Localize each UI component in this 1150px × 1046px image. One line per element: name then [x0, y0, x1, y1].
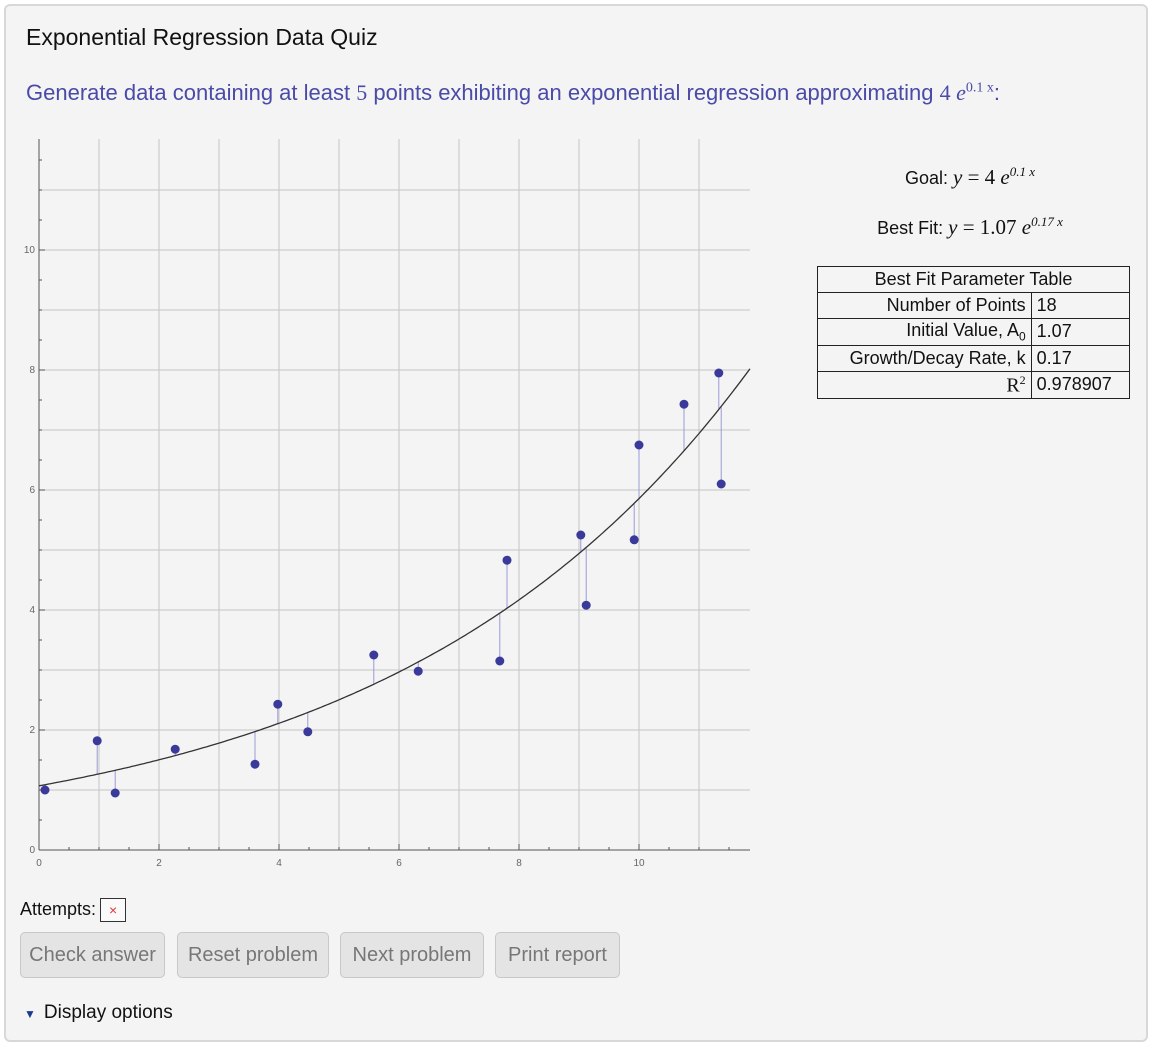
reset-problem-button[interactable]: Reset problem	[177, 932, 329, 978]
y-tick-label: 10	[24, 245, 36, 256]
row-label-sub: 0	[1018, 329, 1026, 344]
y-tick-label: 2	[29, 725, 35, 736]
best-fit-equation: Best Fit: y = 1.07 e0.17 x	[820, 214, 1120, 240]
data-point[interactable]	[576, 530, 586, 540]
data-point[interactable]	[634, 440, 644, 450]
best-fit-curve	[38, 368, 751, 787]
row-label: Initial Value, A0	[817, 318, 1032, 346]
goal-equation: Goal: y = 4 e0.1 x	[820, 164, 1120, 190]
table-row: Initial Value, A0 1.07	[817, 318, 1131, 346]
y-tick-label: 8	[29, 365, 35, 376]
goal-base: e	[1000, 165, 1010, 189]
row-label: Number of Points	[817, 292, 1032, 319]
goal-label: Goal:	[904, 168, 948, 188]
best-fit-lhs: y	[948, 215, 958, 239]
check-answer-button[interactable]: Check answer	[20, 932, 165, 978]
table-row: Growth/Decay Rate, k 0.17	[817, 344, 1131, 372]
row-label: Growth/Decay Rate, k	[817, 344, 1032, 372]
data-point[interactable]	[92, 736, 102, 746]
row-label-sup: 2	[1019, 372, 1026, 387]
best-fit-label: Best Fit:	[877, 218, 944, 238]
data-point[interactable]	[40, 785, 50, 795]
data-point[interactable]	[502, 555, 512, 565]
scatter-plot[interactable]: 0 2 4 6 8 10 0 2 4 6 8 10	[0, 130, 770, 880]
best-fit-base: e	[1021, 215, 1032, 239]
data-point[interactable]	[716, 479, 726, 489]
problem-prompt: Generate data containing at least 5 poin…	[26, 80, 1000, 106]
data-point[interactable]	[110, 788, 120, 798]
goal-lhs: y	[953, 165, 963, 189]
min-points: 5	[356, 80, 368, 105]
table-row: Number of Points 18	[817, 292, 1131, 319]
y-tick-label: 4	[29, 605, 35, 616]
chevron-down-icon: ▼	[24, 1007, 36, 1021]
display-options-label: Display options	[43, 1002, 173, 1023]
prompt-coef: 4	[939, 80, 951, 105]
quiz-panel: Exponential Regression Data Quiz Generat…	[4, 4, 1148, 1042]
data-point[interactable]	[273, 699, 283, 709]
x-tick-label: 4	[276, 858, 282, 869]
x-tick-label: 10	[633, 858, 645, 869]
display-options-toggle[interactable]: ▼ Display options	[24, 1002, 173, 1024]
data-point[interactable]	[413, 666, 423, 676]
attempts-label: Attempts:	[20, 898, 97, 919]
x-tick-label: 2	[156, 858, 162, 869]
print-report-button[interactable]: Print report	[495, 932, 620, 978]
prompt-exponent: 0.1 x	[965, 80, 994, 96]
next-problem-button[interactable]: Next problem	[340, 932, 484, 978]
data-point[interactable]	[170, 744, 180, 754]
prompt-text: Generate data containing at least	[26, 80, 351, 105]
best-fit-eq: = 1.07	[962, 215, 1017, 239]
table-title: Best Fit Parameter Table	[817, 266, 1130, 293]
data-point[interactable]	[303, 727, 313, 737]
data-point[interactable]	[495, 656, 505, 666]
data-point[interactable]	[581, 600, 591, 610]
row-label-text: R	[1006, 374, 1020, 397]
best-fit-exponent: 0.17 x	[1031, 214, 1063, 229]
goal-eq: = 4	[967, 165, 996, 189]
parameter-table: Best Fit Parameter Table Number of Point…	[817, 266, 1131, 400]
data-point[interactable]	[714, 368, 724, 378]
table-row: R2 0.978907	[817, 370, 1131, 400]
prompt-base: e	[956, 80, 966, 105]
prompt-text-2: points exhibiting an exponential regress…	[373, 80, 934, 105]
data-point[interactable]	[679, 399, 689, 409]
data-point[interactable]	[629, 535, 639, 545]
y-tick-label: 6	[29, 485, 35, 496]
row-value: 0.17	[1030, 344, 1131, 372]
row-value: 18	[1030, 292, 1131, 319]
prompt-suffix: :	[993, 80, 1001, 105]
data-point[interactable]	[369, 650, 379, 660]
x-tick-label: 8	[516, 858, 522, 869]
attempts: Attempts: ×	[20, 898, 127, 922]
attempt-wrong-icon: ×	[100, 898, 127, 922]
goal-exponent: 0.1 x	[1009, 164, 1036, 179]
row-value: 0.978907	[1030, 370, 1131, 400]
row-label: R2	[817, 370, 1032, 400]
row-value: 1.07	[1030, 318, 1131, 346]
page-title: Exponential Regression Data Quiz	[26, 24, 378, 50]
x-tick-label: 0	[36, 858, 42, 869]
x-tick-label: 6	[396, 858, 402, 869]
data-point[interactable]	[250, 759, 260, 769]
row-label-text: Initial Value, A	[906, 320, 1019, 340]
y-tick-label: 0	[29, 845, 35, 856]
